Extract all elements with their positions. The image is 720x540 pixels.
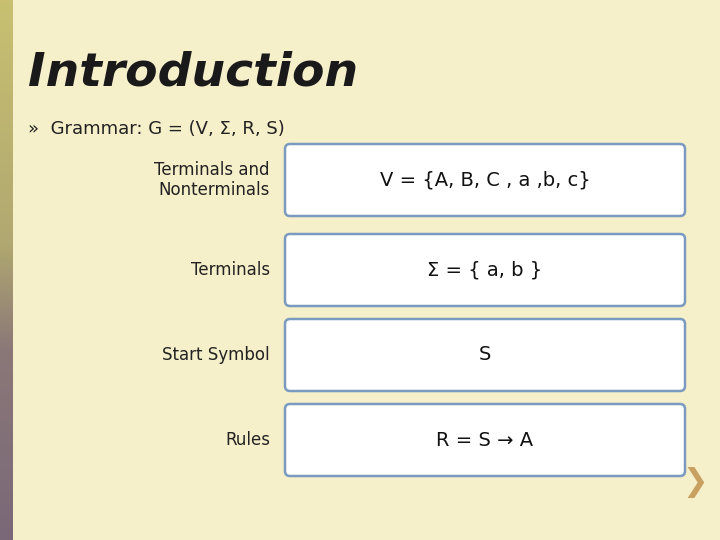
Text: S: S	[479, 346, 491, 365]
Text: »  Grammar: G = (V, Σ, R, S): » Grammar: G = (V, Σ, R, S)	[28, 120, 284, 138]
Text: V = {A, B, C , a ,b, c}: V = {A, B, C , a ,b, c}	[379, 171, 590, 190]
Text: Terminals: Terminals	[191, 261, 270, 279]
FancyBboxPatch shape	[285, 234, 685, 306]
FancyBboxPatch shape	[285, 144, 685, 216]
Text: Σ = { a, b }: Σ = { a, b }	[428, 260, 543, 280]
FancyBboxPatch shape	[285, 319, 685, 391]
Text: ❯: ❯	[683, 467, 708, 497]
FancyBboxPatch shape	[285, 404, 685, 476]
Text: R = S → A: R = S → A	[436, 430, 534, 449]
Text: Rules: Rules	[225, 431, 270, 449]
Text: Introduction: Introduction	[28, 50, 358, 95]
Text: Terminals and
Nonterminals: Terminals and Nonterminals	[155, 160, 270, 199]
Text: Start Symbol: Start Symbol	[163, 346, 270, 364]
